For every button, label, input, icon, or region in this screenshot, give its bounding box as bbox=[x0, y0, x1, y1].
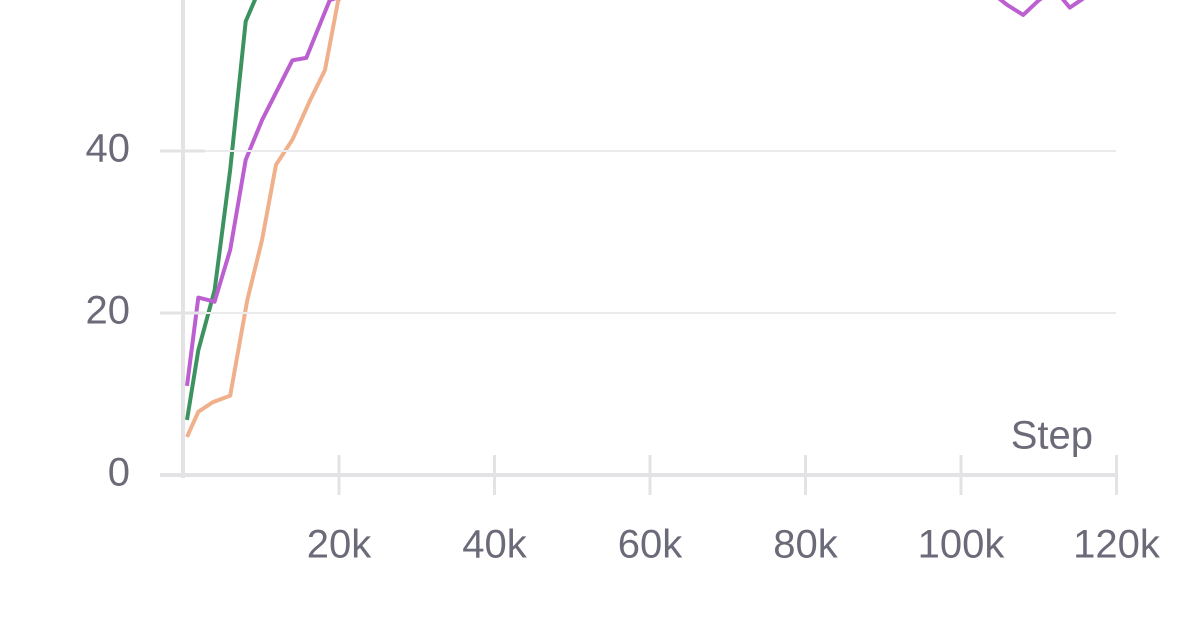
y-tick-label: 40 bbox=[86, 127, 131, 171]
line-series bbox=[185, 0, 342, 438]
y-tick-label: 0 bbox=[108, 451, 130, 495]
x-tick-label: 40k bbox=[462, 523, 527, 567]
x-axis-label: Step bbox=[1011, 414, 1093, 458]
line-series bbox=[185, 0, 1085, 387]
x-tick-label: 60k bbox=[618, 523, 683, 567]
line-series bbox=[185, 0, 258, 421]
x-tick-label: 120k bbox=[1073, 523, 1161, 567]
x-tick-label: 80k bbox=[773, 523, 838, 567]
x-tick-label: 20k bbox=[307, 523, 372, 567]
plot-area bbox=[185, 0, 1085, 438]
y-tick-label: 20 bbox=[86, 289, 131, 333]
x-tick-label: 100k bbox=[918, 523, 1006, 567]
y-tick-label: 60 bbox=[86, 0, 131, 9]
